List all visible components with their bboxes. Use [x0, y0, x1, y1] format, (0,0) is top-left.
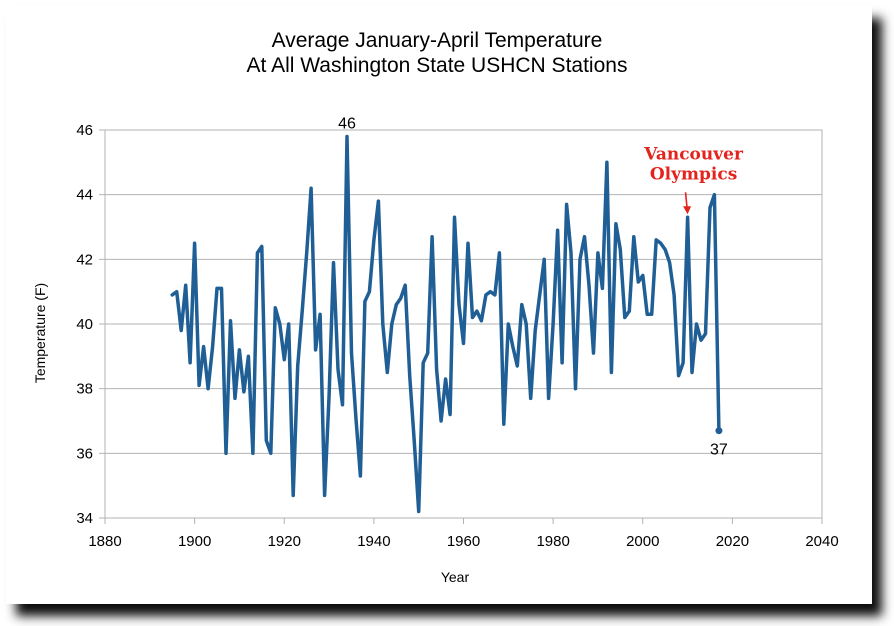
annotation-text: Olympics [650, 164, 737, 184]
data-labels: 46 37 [338, 115, 728, 458]
chart-title: Average January-April Temperature [272, 29, 603, 52]
x-tick-label: 1900 [178, 533, 211, 550]
data-label: 46 [338, 115, 356, 132]
annotation-text: Vancouver [643, 144, 744, 164]
y-tick-label: 34 [76, 510, 93, 527]
y-tick-label: 42 [76, 251, 93, 268]
x-tick-label: 2020 [716, 533, 749, 550]
y-tick-label: 38 [76, 381, 93, 398]
series-layer [170, 134, 723, 514]
y-axis-label: Temperature (F) [32, 283, 48, 383]
last-point-marker [715, 427, 723, 435]
x-tick-label: 1980 [536, 533, 569, 550]
x-tick-label: 1940 [357, 533, 390, 550]
y-axis-ticks: 34 36 38 40 42 44 46 [76, 122, 105, 527]
x-tick-label: 1880 [88, 533, 121, 550]
series-line [170, 134, 721, 514]
x-axis-label: Year [441, 569, 470, 585]
annotation-arrow-shaft [684, 192, 688, 209]
annotation-arrow-head [683, 206, 692, 215]
y-tick-label: 44 [76, 187, 93, 204]
x-tick-label: 1960 [447, 533, 480, 550]
x-tick-label: 1920 [268, 533, 301, 550]
x-tick-label: 2040 [805, 533, 838, 550]
data-label: 37 [710, 442, 728, 459]
x-axis-ticks: 1880 1900 1920 1940 1960 1980 2000 2020 2040 [88, 518, 839, 550]
chart-subtitle: At All Washington State USHCN Stations [247, 54, 628, 77]
y-tick-label: 36 [76, 445, 93, 462]
y-tick-label: 46 [76, 122, 93, 139]
x-tick-label: 2000 [626, 533, 659, 550]
y-tick-label: 40 [76, 316, 93, 333]
